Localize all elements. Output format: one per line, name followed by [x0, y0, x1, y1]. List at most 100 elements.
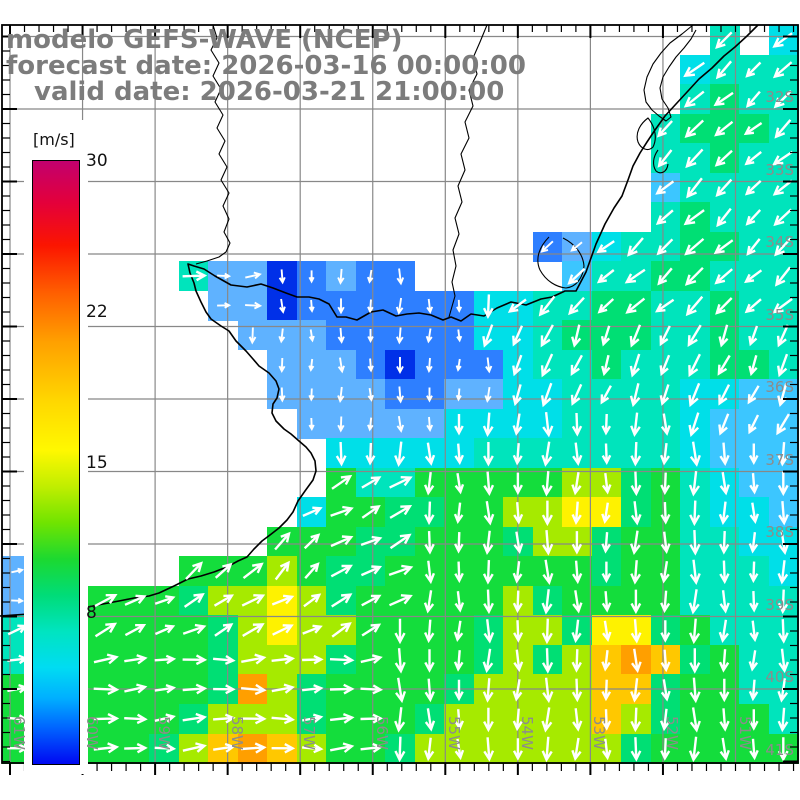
field-cell — [591, 467, 622, 498]
field-cell — [532, 497, 563, 528]
field-cell — [326, 349, 357, 380]
field-cell — [591, 615, 622, 646]
field-cell — [680, 202, 711, 233]
field-cell — [208, 615, 239, 646]
field-cell — [621, 261, 652, 292]
field-cell — [680, 143, 711, 174]
field-cell — [473, 408, 504, 439]
lon-label-54W: 54W — [518, 716, 536, 750]
field-cell — [680, 408, 711, 439]
lat-label-41S: 41S — [765, 741, 794, 759]
field-cell — [473, 615, 504, 646]
field-cell — [650, 290, 681, 321]
field-cell — [768, 54, 799, 85]
field-cell — [562, 556, 593, 587]
field-cell — [178, 261, 209, 292]
field-cell — [709, 349, 740, 380]
field-cell — [90, 674, 121, 705]
field-cell — [267, 290, 298, 321]
field-cell — [149, 615, 180, 646]
field-cell — [650, 349, 681, 380]
field-cell — [326, 438, 357, 469]
field-cell — [591, 585, 622, 616]
page-title: modelo GEFS-WAVE (NCEP) — [6, 25, 403, 55]
colorbar: [m/s] — [24, 120, 88, 774]
field-cell — [385, 349, 416, 380]
field-cell — [267, 674, 298, 705]
field-cell — [355, 585, 386, 616]
field-cell — [768, 408, 799, 439]
field-cell — [709, 84, 740, 115]
field-cell — [473, 644, 504, 675]
field-cell — [532, 379, 563, 410]
field-cell — [326, 704, 357, 735]
field-cell — [355, 320, 386, 351]
field-cell — [621, 615, 652, 646]
field-cell — [355, 674, 386, 705]
field-cell — [532, 467, 563, 498]
valid-date-label: valid date: 2026-03-21 21:00:00 — [34, 77, 505, 107]
field-cell — [650, 172, 681, 203]
field-cell — [562, 349, 593, 380]
field-cell — [591, 497, 622, 528]
field-cell — [119, 615, 150, 646]
field-cell — [562, 674, 593, 705]
field-cell — [355, 497, 386, 528]
field-cell — [532, 349, 563, 380]
field-cell — [414, 438, 445, 469]
field-cell — [680, 585, 711, 616]
field-cell — [650, 467, 681, 498]
field-cell — [591, 261, 622, 292]
field-cell — [532, 290, 563, 321]
field-cell — [680, 733, 711, 764]
field-cell — [768, 261, 799, 292]
field-cell — [650, 113, 681, 144]
field-cell — [709, 615, 740, 646]
field-cell — [444, 585, 475, 616]
field-cell — [296, 261, 327, 292]
field-cell — [621, 556, 652, 587]
field-cell — [532, 320, 563, 351]
field-cell — [326, 290, 357, 321]
field-cell — [680, 615, 711, 646]
field-cell — [591, 231, 622, 262]
field-cell — [355, 644, 386, 675]
field-cell — [178, 704, 209, 735]
field-cell — [326, 585, 357, 616]
field-cell — [650, 143, 681, 174]
field-cell — [237, 556, 268, 587]
field-cell — [296, 290, 327, 321]
field-cell — [739, 349, 770, 380]
lat-label-33S: 33S — [765, 161, 794, 179]
field-cell — [414, 526, 445, 557]
field-cell — [444, 497, 475, 528]
field-cell — [621, 408, 652, 439]
field-cell — [709, 497, 740, 528]
field-cell — [562, 290, 593, 321]
field-cell — [621, 231, 652, 262]
field-cell — [650, 408, 681, 439]
field-cell — [414, 674, 445, 705]
field-cell — [709, 674, 740, 705]
field-cell — [326, 526, 357, 557]
field-cell — [591, 379, 622, 410]
field-cell — [473, 733, 504, 764]
field-cell — [355, 290, 386, 321]
field-cell — [739, 467, 770, 498]
field-cell — [680, 261, 711, 292]
field-cell — [385, 585, 416, 616]
field-cell — [503, 526, 534, 557]
field-cell — [709, 320, 740, 351]
field-cell — [709, 25, 740, 56]
field-cell — [444, 644, 475, 675]
field-cell — [385, 379, 416, 410]
field-cell — [709, 644, 740, 675]
field-cell — [355, 526, 386, 557]
field-cell — [444, 320, 475, 351]
field-cell — [149, 674, 180, 705]
field-cell — [296, 320, 327, 351]
field-cell — [739, 556, 770, 587]
field-cell — [473, 526, 504, 557]
field-cell — [414, 320, 445, 351]
field-cell — [621, 349, 652, 380]
